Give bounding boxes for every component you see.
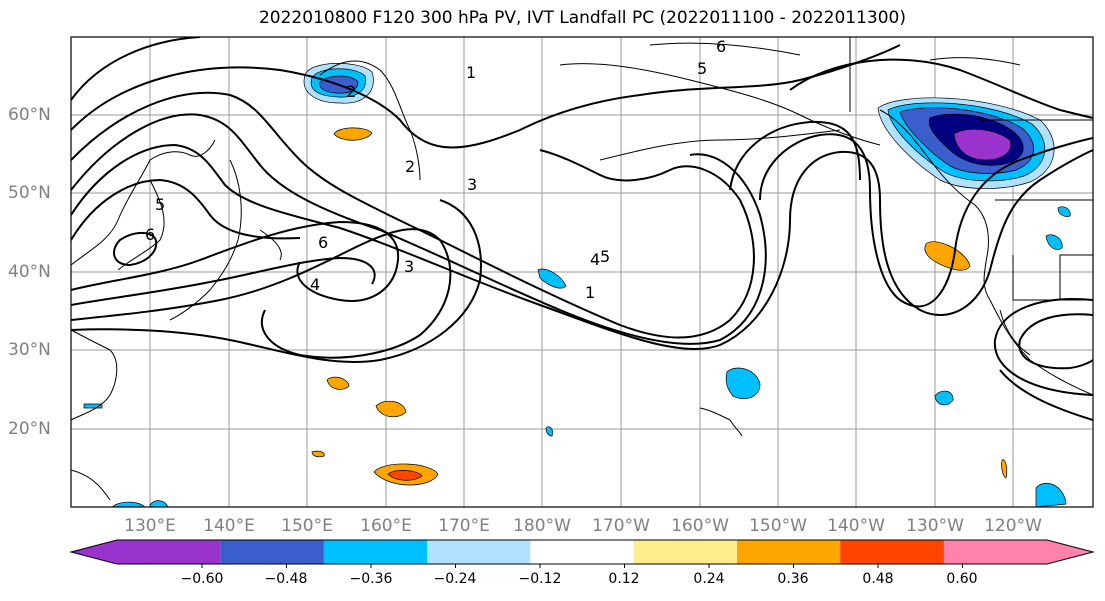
colorbar-segment — [737, 540, 841, 564]
contour-label: 3 — [404, 257, 414, 276]
contour-labels: 1 2 2 3 3 4 5 6 4 5 6 1 5 6 — [145, 37, 726, 302]
lon-label: 130°W — [906, 516, 964, 536]
colorbar-tick-label: 0.48 — [862, 571, 894, 587]
lon-label: 140°E — [203, 516, 255, 536]
lat-label: 50°N — [8, 183, 51, 203]
map-frame — [70, 36, 1094, 508]
colorbar-segment — [943, 540, 1093, 564]
colorbar-segment — [530, 540, 635, 564]
lat-label: 20°N — [8, 419, 51, 439]
contour-label: 6 — [318, 233, 328, 252]
lat-label: 60°N — [8, 105, 51, 125]
contour-label: 1 — [466, 63, 476, 82]
pv-contours — [71, 37, 1093, 421]
gridlines — [71, 37, 1093, 507]
colorbar-ticks — [201, 564, 963, 568]
lon-label: 170°E — [438, 516, 490, 536]
lon-label: 130°E — [124, 516, 176, 536]
colorbar-tick-label: −0.12 — [518, 571, 562, 587]
colorbar-segments — [71, 540, 1093, 564]
lon-label: 150°E — [281, 516, 333, 536]
colorbar-segment — [71, 540, 221, 564]
coastlines — [71, 42, 1093, 501]
colorbar-segment — [840, 540, 945, 564]
colorbar-tick-label: 0.12 — [608, 571, 640, 587]
contour-label: 5 — [697, 59, 707, 78]
colorbar-segment — [323, 540, 428, 564]
lat-label: 40°N — [8, 262, 51, 282]
contour-label: 6 — [145, 225, 155, 244]
lon-label: 170°W — [592, 516, 650, 536]
contour-label: 1 — [585, 283, 595, 302]
contour-label: 4 — [310, 275, 320, 294]
contour-label: 3 — [467, 175, 477, 194]
lon-label: 180°W — [513, 516, 571, 536]
contour-label: 4 — [590, 250, 600, 269]
contour-label: 5 — [600, 247, 610, 266]
colorbar-tick-label: −0.36 — [349, 571, 393, 587]
lon-label: 150°W — [749, 516, 807, 536]
colorbar-segment — [427, 540, 531, 564]
colorbar-segment — [633, 540, 738, 564]
colorbar-tick-label: 0.24 — [693, 571, 725, 587]
lon-label: 120°W — [984, 516, 1042, 536]
colorbar-tick-label: −0.60 — [180, 571, 224, 587]
colorbar-outline — [69, 539, 1095, 565]
contour-label: 2 — [405, 157, 415, 176]
colorbar-tick-label: −0.24 — [433, 571, 477, 587]
lon-label: 160°E — [360, 516, 412, 536]
contour-label: 2 — [346, 82, 356, 101]
colorbar-segment — [220, 540, 325, 564]
contour-label: 6 — [716, 37, 726, 56]
lat-label: 30°N — [8, 340, 51, 360]
lon-label: 160°W — [671, 516, 729, 536]
lon-label: 140°W — [827, 516, 885, 536]
colorbar-tick-label: 0.60 — [946, 571, 978, 587]
colorbar-tick-label: 0.36 — [777, 571, 809, 587]
colorbar-tick-label: −0.48 — [264, 571, 308, 587]
contour-label: 5 — [155, 195, 165, 214]
map-title: 2022010800 F120 300 hPa PV, IVT Landfall… — [258, 8, 906, 28]
